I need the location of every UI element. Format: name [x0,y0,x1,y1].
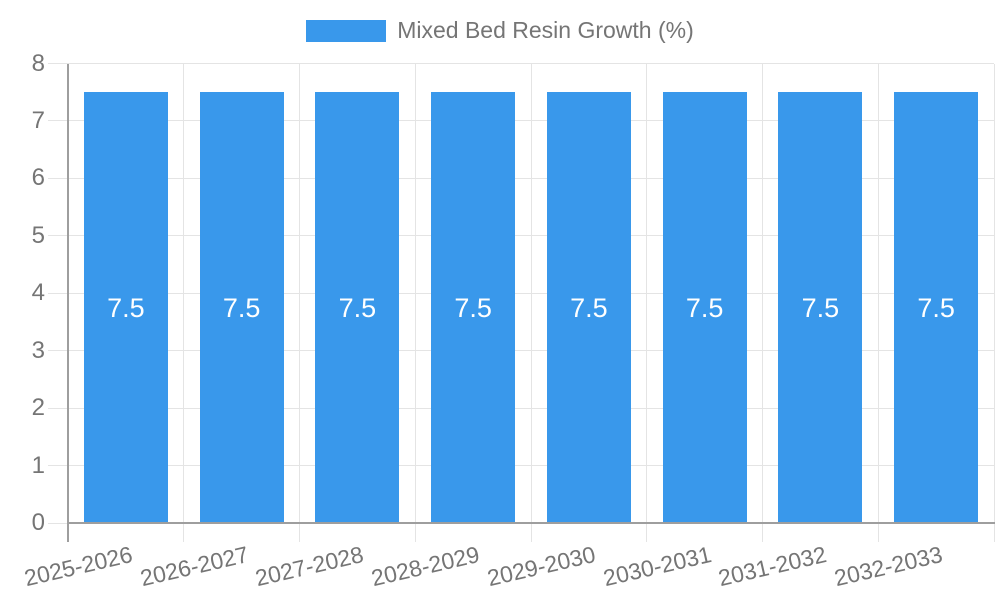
y-gridline [48,407,994,409]
x-axis-tick [299,523,300,542]
bar-value-label: 7.5 [338,292,377,323]
bar-value-label: 7.5 [685,292,724,323]
x-axis-tick [183,523,185,542]
legend-label: Mixed Bed Resin Growth (%) [397,17,694,43]
y-gridline [48,120,994,122]
x-gridline [877,63,879,523]
x-axis-tick [646,523,648,542]
bar[interactable] [431,92,516,523]
x-gridline [414,63,416,523]
x-axis-category-label: 2025-2026 [21,541,135,592]
y-axis-tick-label: 4 [31,279,45,307]
y-gridline [48,465,994,467]
y-axis-tick-label: 2 [31,394,45,422]
bar-value-label: 7.5 [222,292,261,323]
x-gridline [993,63,995,523]
bar[interactable] [315,92,400,523]
x-gridline [762,63,763,523]
x-axis-tick [762,523,763,542]
bar[interactable] [199,92,284,523]
bar-value-label: 7.5 [570,292,608,323]
y-axis-tick-label: 8 [31,49,45,77]
y-axis-line [67,63,69,542]
x-gridline [530,63,532,523]
x-axis-tick [530,523,532,542]
y-axis-tick-label: 7 [31,106,45,134]
y-axis-tick-label: 6 [31,164,45,192]
legend-swatch [306,19,387,42]
y-axis-tick-label: 0 [31,509,45,536]
bar-value-label: 7.5 [917,292,955,323]
y-gridline [48,177,994,179]
bar-value-label: 7.5 [107,292,145,323]
bar[interactable] [662,92,747,523]
bar[interactable] [894,92,979,523]
x-axis-category-label: 2031-2032 [716,541,830,592]
y-axis-tick-label: 1 [31,451,45,479]
x-gridline [646,63,648,523]
y-gridline [48,63,994,64]
x-axis-category-label: 2030-2031 [600,541,714,592]
bar-value-label: 7.5 [454,292,492,323]
x-axis-category-label: 2032-2033 [831,541,945,592]
x-axis-tick [414,523,416,542]
bar[interactable] [778,92,863,523]
y-gridline [48,235,994,237]
bar[interactable] [83,92,168,523]
bar-value-label: 7.5 [801,292,840,323]
bar[interactable] [546,92,631,523]
x-axis-category-label: 2026-2027 [137,541,251,592]
x-axis-tick [993,523,995,542]
y-axis-tick-label: 3 [31,336,45,364]
x-axis-category-label: 2029-2030 [484,541,598,592]
x-axis-category-label: 2028-2029 [368,541,482,592]
y-axis-tick-label: 5 [31,221,45,249]
x-gridline [183,63,185,523]
y-gridline [48,350,994,352]
y-gridline [48,292,994,294]
x-gridline [299,63,300,523]
x-axis-category-label: 2027-2028 [253,541,367,592]
x-axis-tick [877,523,879,542]
legend[interactable]: Mixed Bed Resin Growth (%) [0,17,1000,44]
x-axis-line [67,522,995,524]
